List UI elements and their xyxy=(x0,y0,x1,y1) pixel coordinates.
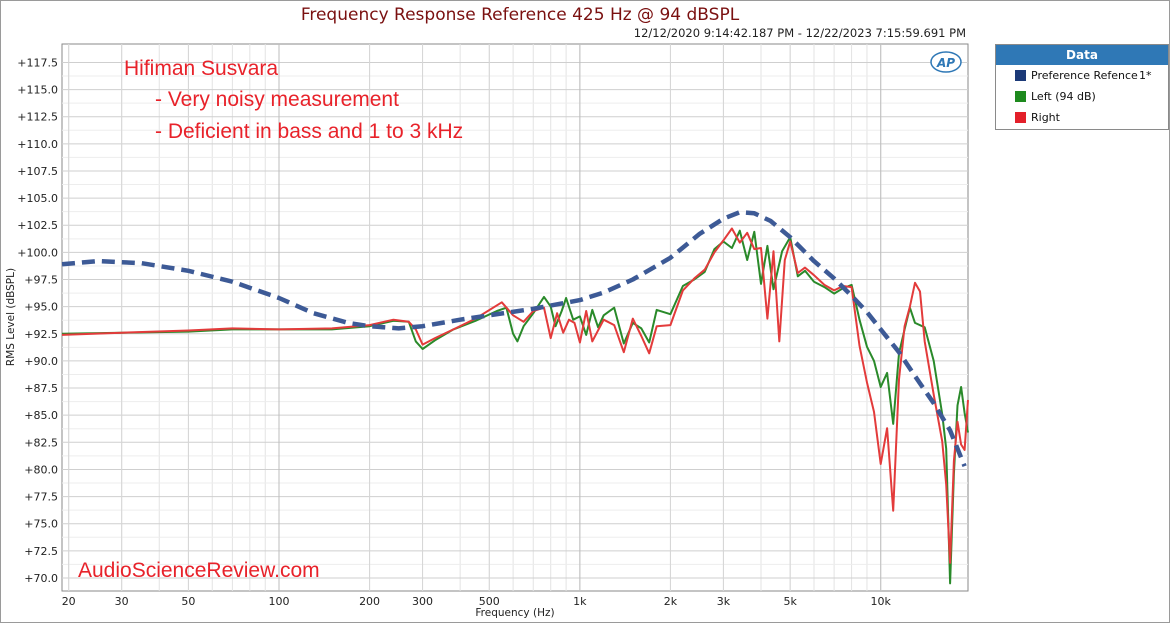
annotation-headphone: Hifiman Susvara xyxy=(124,57,278,80)
x-tick-label: 3k xyxy=(717,595,731,608)
y-tick-label: +85.0 xyxy=(24,409,58,422)
y-tick-label: +107.5 xyxy=(17,165,58,178)
y-tick-label: +97.5 xyxy=(24,274,58,287)
ap-logo: AP xyxy=(930,51,962,73)
x-axis-ticks: 20 30 50 100 200 300 500 1k 2k 3k 5k 10k xyxy=(62,595,892,608)
y-tick-label: +102.5 xyxy=(17,219,58,232)
y-tick-label: +100.0 xyxy=(17,246,58,259)
y-tick-label: +80.0 xyxy=(24,463,58,476)
y-tick-label: +90.0 xyxy=(24,355,58,368)
y-tick-label: +95.0 xyxy=(24,301,58,314)
y-tick-label: +75.0 xyxy=(24,518,58,531)
y-tick-label: +72.5 xyxy=(24,545,58,558)
x-tick-label: 10k xyxy=(871,595,892,608)
legend-swatch-left xyxy=(1015,91,1026,102)
ap-logo-text: AP xyxy=(936,56,955,70)
y-tick-label: +117.5 xyxy=(17,56,58,69)
y-tick-label: +70.0 xyxy=(24,572,58,585)
legend-item-right[interactable]: Right xyxy=(996,107,1168,128)
series-line-right xyxy=(61,227,969,564)
x-tick-label: 100 xyxy=(269,595,290,608)
x-tick-label: 300 xyxy=(412,595,433,608)
major-gridlines xyxy=(62,44,968,591)
x-tick-label: 2k xyxy=(664,595,678,608)
legend-swatch-preference xyxy=(1015,70,1026,81)
legend-header: Data xyxy=(996,45,1168,65)
legend-label-left: Left (94 dB) xyxy=(1031,90,1096,103)
y-tick-label: +87.5 xyxy=(24,382,58,395)
x-tick-label: 5k xyxy=(783,595,797,608)
annotation-note-2: - Deficient in bass and 1 to 3 kHz xyxy=(155,120,463,143)
y-axis-label: RMS Level (dBSPL) xyxy=(5,268,17,366)
y-tick-label: +112.5 xyxy=(17,111,58,124)
x-tick-label: 50 xyxy=(181,595,195,608)
legend-item-preference[interactable]: Preference Refence 1* xyxy=(996,65,1168,86)
legend-mark-preference: 1* xyxy=(1139,69,1152,82)
legend-label-preference: Preference Refence xyxy=(1031,69,1138,82)
y-tick-label: +115.0 xyxy=(17,84,58,97)
annotation-note-1: - Very noisy measurement xyxy=(155,88,399,111)
chart-title: Frequency Response Reference 425 Hz @ 94… xyxy=(301,5,740,25)
x-tick-label: 20 xyxy=(62,595,76,608)
x-tick-label: 1k xyxy=(573,595,587,608)
y-axis-ticks: +117.5 +115.0 +112.5 +110.0 +107.5 +105.0 +102… xyxy=(17,56,58,585)
y-tick-label: +105.0 xyxy=(17,192,58,205)
series-layer xyxy=(61,209,969,585)
legend-swatch-right xyxy=(1015,112,1026,123)
y-tick-label: +110.0 xyxy=(17,138,58,151)
legend-label-right: Right xyxy=(1031,111,1060,124)
legend: Data Preference Refence 1* Left (94 dB) … xyxy=(995,44,1169,130)
y-tick-label: +82.5 xyxy=(24,436,58,449)
x-tick-label: 500 xyxy=(479,595,500,608)
legend-item-left[interactable]: Left (94 dB) xyxy=(996,86,1168,107)
watermark: AudioScienceReview.com xyxy=(78,559,320,582)
x-tick-label: 30 xyxy=(115,595,129,608)
x-tick-label: 200 xyxy=(359,595,380,608)
y-tick-label: +77.5 xyxy=(24,491,58,504)
series-line-preference xyxy=(61,209,967,468)
y-tick-label: +92.5 xyxy=(24,328,58,341)
x-axis-label: Frequency (Hz) xyxy=(475,607,554,619)
chart-subtitle: 12/12/2020 9:14:42.187 PM - 12/22/2023 7… xyxy=(634,26,966,40)
